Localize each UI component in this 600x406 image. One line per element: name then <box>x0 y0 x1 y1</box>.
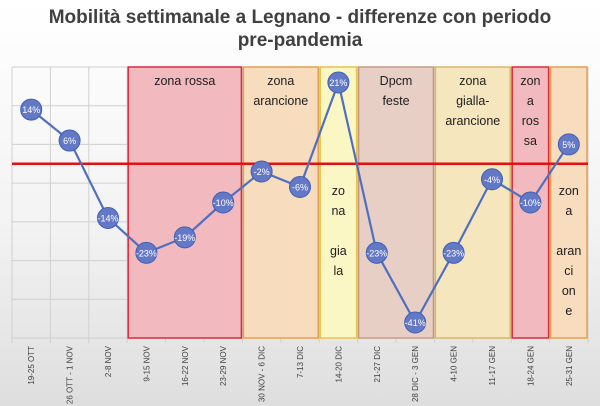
data-label: -41% <box>405 318 426 328</box>
zone-label: zona gialla-arancione <box>445 74 500 128</box>
data-point <box>20 98 43 121</box>
zone-label-line: a <box>565 204 572 218</box>
x-tick-label: 28 DIC - 3 GEN <box>411 346 420 402</box>
zone-band <box>319 66 358 339</box>
zone-label: zo na gia la <box>330 184 347 278</box>
zone-label-line: na <box>331 204 345 218</box>
zone-label-line: ros <box>522 114 539 128</box>
zone-label: Dpcm feste <box>380 74 413 108</box>
data-point <box>365 241 388 264</box>
data-label: -4% <box>484 175 500 185</box>
data-point <box>173 226 196 249</box>
data-label: 6% <box>63 136 76 146</box>
x-tick-label: 18-24 GEN <box>526 346 535 386</box>
data-point <box>404 311 427 334</box>
x-tick-label: 23-29 NOV <box>219 345 228 386</box>
zone-band <box>357 66 435 339</box>
data-point <box>135 241 158 264</box>
x-tick-label: 4-10 GEN <box>450 346 459 382</box>
zone-label-line: zon <box>520 74 540 88</box>
zone-label: zon a ros sa <box>520 74 540 148</box>
x-tick-label: 11-17 GEN <box>488 346 497 386</box>
zone-label-line: Dpcm <box>380 74 413 88</box>
data-label: -23% <box>136 248 157 258</box>
zone-band <box>434 66 511 339</box>
zone-label-line: sa <box>524 134 537 148</box>
zone-label-line: gialla- <box>456 94 489 108</box>
zone-label-line: a <box>527 94 534 108</box>
data-label: 14% <box>22 105 40 115</box>
data-point <box>481 168 503 191</box>
x-tick-label: 19-25 OTT <box>27 346 36 385</box>
zone-label-line: gia <box>330 244 347 258</box>
zone-band <box>549 66 588 339</box>
x-tick-label: 2-8 NOV <box>104 345 113 377</box>
x-tick-label: 9-15 NOV <box>142 345 151 381</box>
zone-label: zona rossa <box>154 74 215 88</box>
zone-label: zona arancione <box>253 74 308 108</box>
data-label: -10% <box>213 198 234 208</box>
zone-label-line: zo <box>332 184 345 198</box>
zone-label-line: zon <box>559 184 579 198</box>
zone-label-line: la <box>334 264 344 278</box>
data-label: -6% <box>292 183 308 193</box>
chart-title-line-1: Mobilità settimanale a Legnano - differe… <box>48 7 552 28</box>
x-tick-label: 25-31 GEN <box>565 346 574 386</box>
data-label: -2% <box>254 167 270 177</box>
data-point <box>327 71 350 94</box>
zone-label-line: feste <box>382 94 409 108</box>
data-label: -19% <box>174 233 195 243</box>
zone-label-line: zona <box>267 74 294 88</box>
data-label: -23% <box>443 248 464 258</box>
x-tick-label: 7-13 DIC <box>296 346 305 378</box>
zone-label-line: aran <box>556 244 581 258</box>
zone-label-line: zona rossa <box>154 74 215 88</box>
x-tick-label: 26 OTT - 1 NOV <box>66 345 75 404</box>
chart-title-line-2: pre-pandemia <box>237 30 363 51</box>
data-point <box>519 191 542 214</box>
data-label: -14% <box>97 213 118 223</box>
data-point <box>250 160 273 183</box>
data-label: -10% <box>520 198 541 208</box>
data-point <box>557 133 580 156</box>
x-tick-label: 14-20 DIC <box>334 346 343 383</box>
zone-label-line: ci <box>564 264 573 278</box>
data-point <box>58 129 81 152</box>
x-tick-label: 16-22 NOV <box>181 345 190 386</box>
data-point <box>442 241 465 264</box>
data-point <box>97 206 119 229</box>
zone-label-line: on <box>562 284 576 298</box>
data-label: 21% <box>329 78 347 88</box>
chart-title: Mobilità settimanale a Legnano - differe… <box>0 6 600 52</box>
zone-label-line: arancione <box>445 114 500 128</box>
x-tick-label: 21-27 DIC <box>373 346 382 383</box>
zone-label-line: zona <box>459 74 486 88</box>
data-point <box>289 176 311 199</box>
zone-band <box>242 66 319 339</box>
x-tick-label: 30 NOV - 6 DIC <box>258 346 267 402</box>
data-label: -23% <box>366 248 387 258</box>
zone-label-line: e <box>565 304 572 318</box>
data-point <box>212 191 235 214</box>
data-label: 5% <box>562 140 575 150</box>
zone-label-line: arancione <box>253 94 308 108</box>
zone-label: zon a aran ci on e <box>556 184 581 318</box>
